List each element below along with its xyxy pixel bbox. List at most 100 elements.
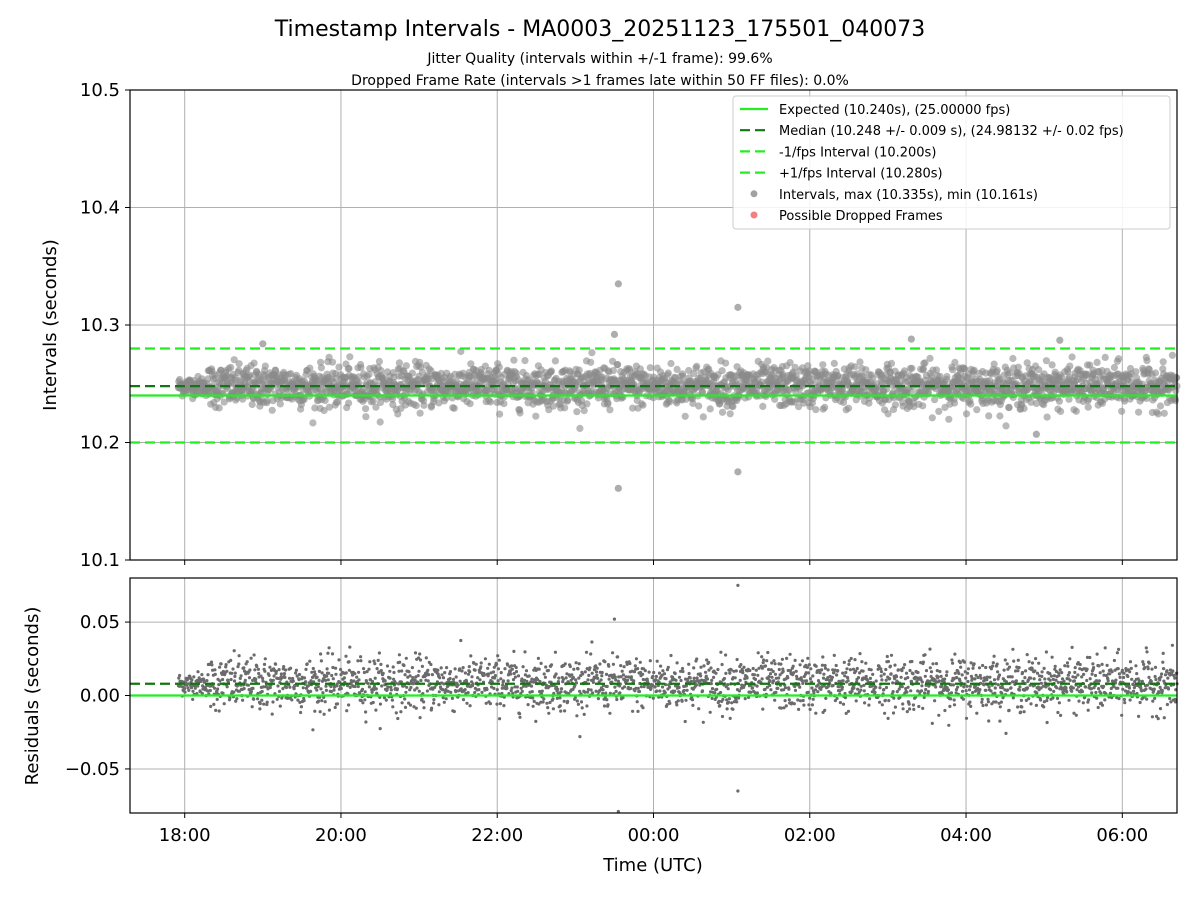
- residual-point: [495, 702, 499, 706]
- residual-point: [324, 684, 328, 688]
- residual-point: [524, 669, 529, 673]
- interval-point: [973, 406, 981, 414]
- residual-point: [579, 700, 584, 704]
- residual-point: [478, 678, 482, 682]
- residual-point: [892, 696, 896, 700]
- interval-point: [718, 408, 727, 416]
- residual-point: [763, 664, 768, 668]
- residual-point: [510, 667, 514, 671]
- residual-point: [218, 665, 222, 669]
- residual-point: [864, 674, 868, 679]
- residual-point: [282, 665, 286, 669]
- residual-point: [1009, 686, 1013, 690]
- residual-point: [385, 664, 390, 668]
- intervals-ylabel: Intervals (seconds): [40, 239, 61, 411]
- residual-point: [551, 707, 556, 711]
- residual-point: [315, 675, 319, 679]
- residual-point: [1035, 691, 1039, 695]
- interval-point: [666, 398, 674, 406]
- interval-point: [919, 402, 927, 410]
- interval-point: [689, 399, 697, 407]
- residual-point: [488, 702, 492, 706]
- residual-point: [499, 671, 503, 675]
- residual-point: [496, 679, 500, 683]
- residual-point: [826, 668, 830, 672]
- residual-point: [832, 653, 836, 658]
- residual-point: [1037, 661, 1041, 665]
- residual-point: [402, 663, 406, 668]
- residual-point: [966, 679, 970, 684]
- residual-point: [311, 666, 315, 671]
- residual-point: [891, 681, 895, 685]
- residual-point: [558, 704, 562, 708]
- residual-point: [213, 686, 217, 690]
- residual-point: [997, 673, 1002, 677]
- residual-point: [694, 683, 699, 687]
- residual-point: [726, 683, 730, 687]
- interval-point: [418, 368, 426, 376]
- residual-point: [854, 699, 858, 703]
- interval-point: [435, 399, 443, 407]
- residual-point: [858, 652, 862, 656]
- interval-point: [227, 363, 235, 371]
- residual-point: [495, 662, 499, 666]
- interval-point: [887, 359, 896, 367]
- residual-point: [770, 675, 774, 679]
- residual-point: [473, 668, 477, 672]
- interval-point: [561, 404, 569, 412]
- residual-point: [404, 656, 408, 660]
- residual-point: [531, 696, 535, 700]
- interval-point: [268, 406, 276, 414]
- residual-point: [368, 660, 372, 664]
- residual-point: [242, 687, 246, 691]
- residual-point: [356, 684, 360, 689]
- residual-point: [258, 707, 262, 711]
- residual-point: [426, 679, 430, 683]
- residual-point: [191, 697, 195, 702]
- residual-point: [607, 677, 611, 681]
- residual-point: [987, 685, 991, 689]
- residual-point: [479, 661, 483, 665]
- residual-point: [785, 656, 789, 661]
- residual-point: [613, 675, 617, 679]
- residual-point: [465, 701, 469, 705]
- interval-point: [510, 356, 518, 364]
- residual-point: [800, 659, 805, 663]
- residual-point: [643, 669, 647, 673]
- residual-point: [441, 676, 446, 680]
- residual-point: [879, 667, 883, 671]
- residual-point: [808, 696, 812, 700]
- residual-point: [229, 677, 233, 682]
- residual-point: [993, 686, 997, 690]
- residual-point: [751, 666, 755, 671]
- residual-point: [376, 658, 380, 663]
- interval-point: [317, 364, 325, 372]
- residual-point: [217, 683, 221, 687]
- residual-point: [955, 676, 959, 680]
- residual-point: [320, 671, 324, 675]
- residual-point: [948, 704, 952, 709]
- residual-point: [677, 675, 682, 679]
- residual-point: [460, 669, 464, 673]
- residual-point: [276, 684, 280, 688]
- residual-point: [196, 684, 200, 688]
- residual-point: [348, 685, 352, 690]
- residual-point: [501, 683, 505, 687]
- residual-point: [791, 664, 795, 668]
- residual-point: [302, 676, 307, 680]
- interval-point: [1143, 357, 1151, 365]
- interval-point: [311, 404, 319, 412]
- residual-point: [812, 691, 816, 695]
- residual-point: [1005, 662, 1009, 666]
- residual-point: [604, 672, 609, 677]
- interval-point: [1055, 397, 1063, 405]
- residual-point: [674, 678, 678, 682]
- residual-point: [652, 670, 656, 675]
- residual-point: [824, 696, 828, 701]
- residual-point: [442, 700, 446, 704]
- residual-point: [810, 703, 815, 707]
- residual-point: [279, 672, 283, 676]
- residual-point: [657, 671, 662, 675]
- residual-point: [1004, 731, 1008, 736]
- residual-point: [253, 668, 257, 672]
